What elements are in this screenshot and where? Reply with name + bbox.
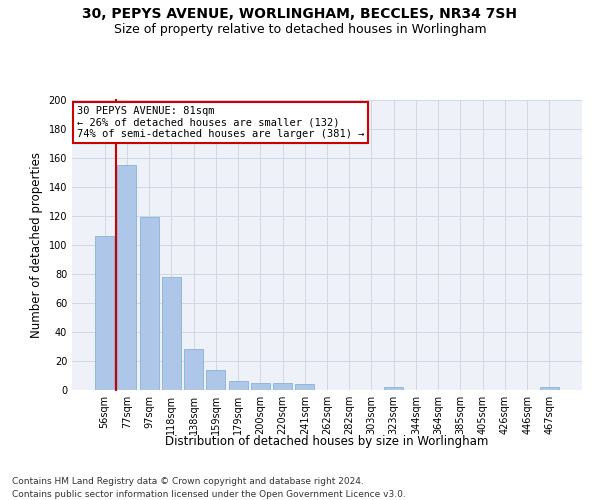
Text: Contains HM Land Registry data © Crown copyright and database right 2024.: Contains HM Land Registry data © Crown c…	[12, 478, 364, 486]
Text: 30, PEPYS AVENUE, WORLINGHAM, BECCLES, NR34 7SH: 30, PEPYS AVENUE, WORLINGHAM, BECCLES, N…	[83, 8, 517, 22]
Bar	[273, 383, 292, 390]
Bar	[295, 384, 314, 390]
Bar	[184, 350, 203, 390]
Bar	[251, 383, 270, 390]
Text: Distribution of detached houses by size in Worlingham: Distribution of detached houses by size …	[166, 435, 488, 448]
Bar	[540, 387, 559, 390]
Text: Size of property relative to detached houses in Worlingham: Size of property relative to detached ho…	[113, 22, 487, 36]
Text: 30 PEPYS AVENUE: 81sqm
← 26% of detached houses are smaller (132)
74% of semi-de: 30 PEPYS AVENUE: 81sqm ← 26% of detached…	[77, 106, 365, 139]
Bar	[229, 382, 248, 390]
Bar	[206, 370, 225, 390]
Bar	[95, 236, 114, 390]
Bar	[162, 277, 181, 390]
Text: Contains public sector information licensed under the Open Government Licence v3: Contains public sector information licen…	[12, 490, 406, 499]
Bar	[140, 218, 158, 390]
Y-axis label: Number of detached properties: Number of detached properties	[30, 152, 43, 338]
Bar	[384, 387, 403, 390]
Bar	[118, 165, 136, 390]
